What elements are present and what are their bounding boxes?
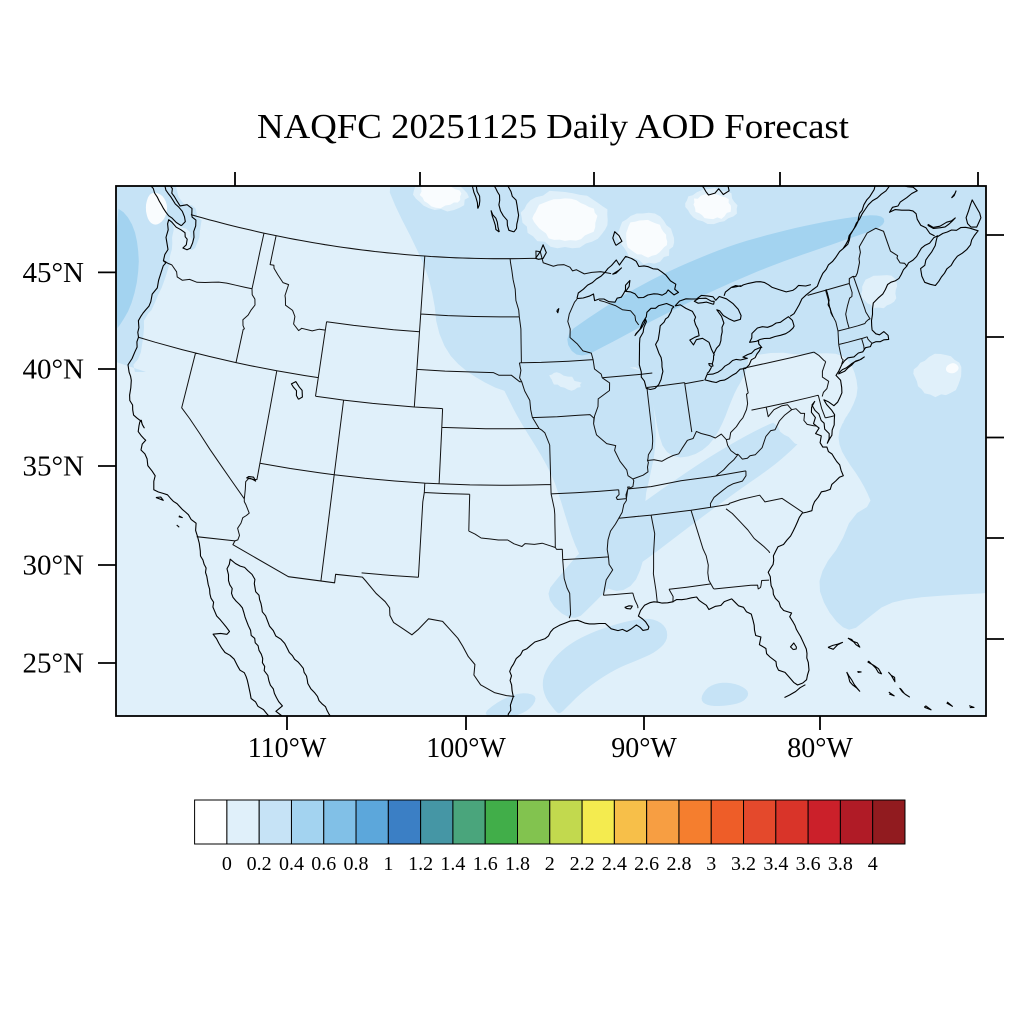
svg-text:35°N: 35°N [22,451,84,483]
svg-text:1.2: 1.2 [408,853,433,875]
svg-text:3: 3 [706,853,716,875]
svg-text:3.8: 3.8 [828,853,853,875]
svg-text:0: 0 [222,853,232,875]
svg-text:1.6: 1.6 [473,853,498,875]
svg-text:3.2: 3.2 [731,853,756,875]
svg-text:110°W: 110°W [248,733,327,764]
svg-text:45°N: 45°N [22,257,84,289]
svg-text:4: 4 [868,853,878,875]
svg-text:40°N: 40°N [22,354,84,386]
svg-text:2.8: 2.8 [666,853,691,875]
svg-text:2: 2 [545,853,555,875]
svg-text:80°W: 80°W [787,733,853,764]
svg-text:2.2: 2.2 [570,853,595,875]
svg-text:2.6: 2.6 [634,853,659,875]
svg-text:3.4: 3.4 [763,853,788,875]
svg-text:1: 1 [383,853,393,875]
svg-text:0.2: 0.2 [247,853,272,875]
svg-text:0.4: 0.4 [279,853,304,875]
svg-text:1.8: 1.8 [505,853,530,875]
svg-text:2.4: 2.4 [602,853,627,875]
svg-text:3.6: 3.6 [796,853,821,875]
svg-text:100°W: 100°W [426,733,506,764]
svg-text:25°N: 25°N [22,648,84,680]
svg-text:30°N: 30°N [22,550,84,582]
svg-text:90°W: 90°W [611,733,677,764]
svg-text:NAQFC 20251125 Daily AOD Forec: NAQFC 20251125 Daily AOD Forecast [257,107,849,146]
svg-text:1.4: 1.4 [440,853,465,875]
svg-text:0.8: 0.8 [344,853,369,875]
svg-text:0.6: 0.6 [311,853,336,875]
